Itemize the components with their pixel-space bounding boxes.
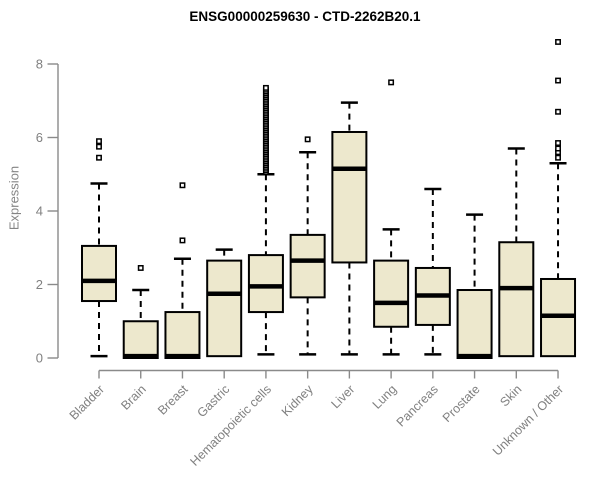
iqr-box — [373, 259, 410, 328]
x-tick-label-prostate: Prostate — [440, 382, 483, 425]
outlier-point — [96, 154, 102, 161]
iqr-box — [498, 241, 535, 358]
iqr-box — [206, 259, 243, 358]
box-liver — [331, 101, 368, 356]
y-tick-label: 8 — [36, 57, 43, 72]
iqr-box — [81, 244, 117, 303]
x-tick-label-unknown-other: Unknown / Other — [490, 382, 566, 458]
box-breast — [164, 182, 201, 359]
x-tick-label-brain: Brain — [118, 382, 149, 413]
box-prostate — [456, 213, 493, 360]
outlier-point — [555, 154, 561, 161]
y-axis: 0 2 4 6 8 — [36, 57, 59, 366]
outlier-point — [179, 182, 186, 189]
box-skin — [498, 147, 535, 358]
y-tick-label: 0 — [36, 351, 43, 366]
iqr-box — [164, 311, 201, 359]
y-tick-label: 6 — [36, 130, 43, 145]
iqr-box — [122, 320, 159, 359]
box-bladder — [81, 138, 117, 358]
outlier-point — [304, 136, 311, 143]
x-tick-label-liver: Liver — [328, 382, 357, 411]
x-tick-label-breast: Breast — [155, 382, 191, 418]
outlier-point — [555, 108, 561, 115]
outlier-point — [262, 84, 269, 91]
x-tick-label-gastric: Gastric — [194, 382, 232, 420]
iqr-box — [247, 254, 284, 314]
y-tick-label: 2 — [36, 277, 43, 292]
x-tick-label-pancreas: Pancreas — [394, 382, 441, 429]
x-tick-label-skin: Skin — [497, 382, 524, 409]
outlier-point — [96, 143, 102, 150]
box-lung — [373, 79, 410, 356]
box-kidney — [289, 136, 326, 356]
outlier-point — [555, 39, 561, 45]
outlier-point — [555, 145, 561, 152]
x-tick-label-kidney: Kidney — [279, 382, 316, 419]
box-hematopoietic-cells — [247, 84, 284, 356]
iqr-box — [456, 289, 493, 360]
y-tick-label: 4 — [36, 204, 43, 219]
outlier-point — [555, 77, 561, 84]
x-tick-label-bladder: Bladder — [67, 382, 107, 422]
outlier-point — [137, 265, 144, 271]
chart-title: ENSG00000259630 - CTD-2262B20.1 — [189, 9, 421, 24]
x-tick-label-hematopoietic-cells: Hematopoietic cells — [187, 382, 274, 469]
outlier-point — [96, 138, 102, 145]
box-brain — [122, 265, 159, 359]
iqr-box — [331, 130, 368, 264]
box-unknown-other — [540, 39, 577, 358]
box-gastric — [206, 248, 243, 358]
outlier-point — [388, 79, 395, 86]
outlier-point — [555, 140, 561, 146]
outlier-point — [179, 237, 186, 244]
iqr-box — [289, 233, 326, 299]
x-tick-label-lung: Lung — [370, 382, 400, 412]
box-pancreas — [414, 187, 451, 356]
